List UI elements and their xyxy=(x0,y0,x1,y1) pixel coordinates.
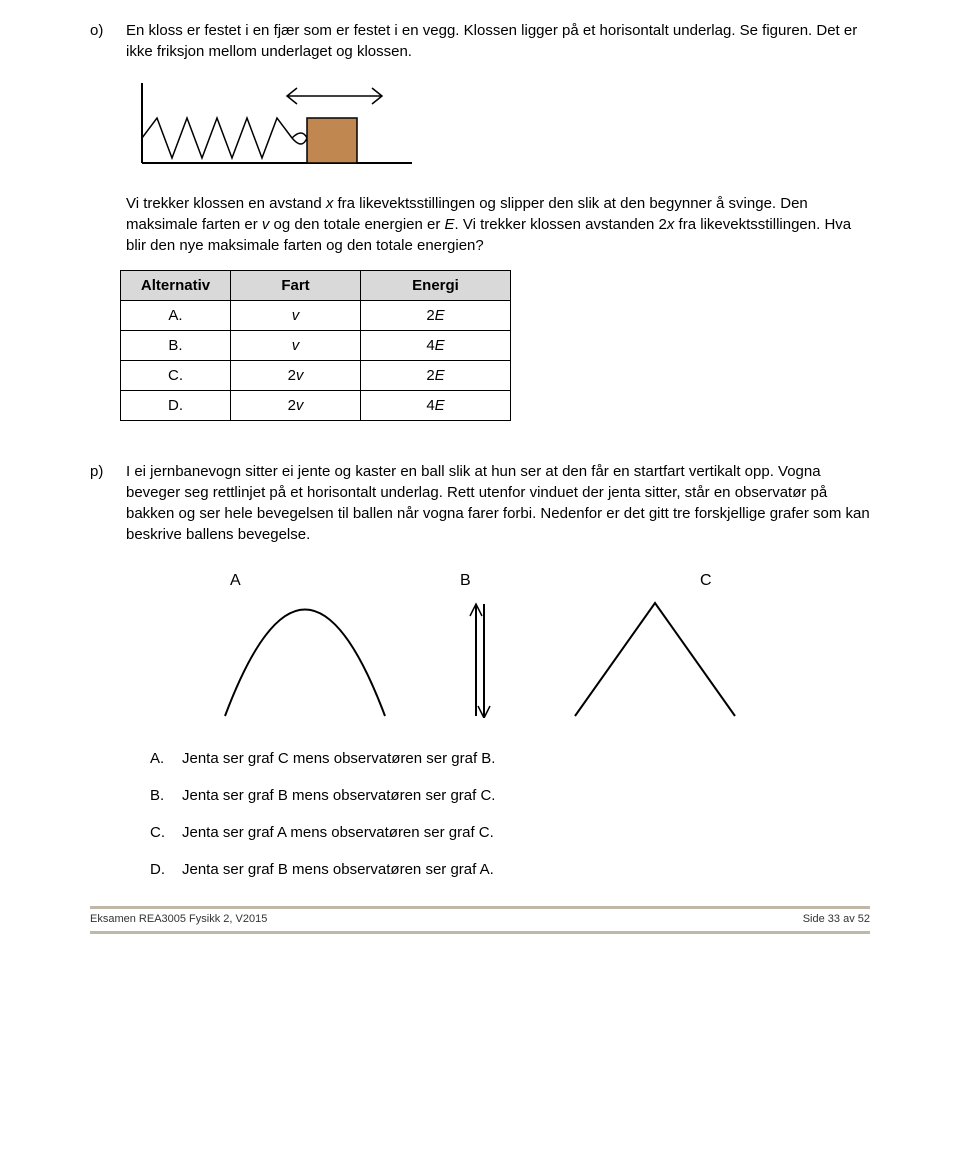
table-row: C. 2v 2E xyxy=(121,361,511,391)
question-o-marker: o) xyxy=(90,20,114,62)
table-header-alt: Alternativ xyxy=(121,271,231,301)
graph-a-parabola xyxy=(220,598,390,718)
graph-b-label: B xyxy=(460,570,471,592)
graph-c-label: C xyxy=(700,570,712,592)
table-row: D. 2v 4E xyxy=(121,391,511,421)
footer-left: Eksamen REA3005 Fysikk 2, V2015 xyxy=(90,912,267,927)
table-row: A. v 2E xyxy=(121,301,511,331)
option-a: A. Jenta ser graf C mens observatøren se… xyxy=(150,748,870,769)
question-p-text: I ei jernbanevogn sitter ei jente og kas… xyxy=(126,461,870,545)
table-header-fart: Fart xyxy=(231,271,361,301)
footer-right: Side 33 av 52 xyxy=(803,912,870,927)
table-header-energi: Energi xyxy=(361,271,511,301)
option-d: D. Jenta ser graf B mens observatøren se… xyxy=(150,859,870,880)
table-row: B. v 4E xyxy=(121,331,511,361)
option-c: C. Jenta ser graf A mens observatøren se… xyxy=(150,822,870,843)
graph-b-vertical xyxy=(450,598,510,718)
question-p-marker: p) xyxy=(90,461,114,545)
graph-c-triangle xyxy=(570,598,740,718)
option-b: B. Jenta ser graf B mens observatøren se… xyxy=(150,785,870,806)
question-o-text-2: Vi trekker klossen en avstand x fra like… xyxy=(126,193,870,256)
page-footer: Eksamen REA3005 Fysikk 2, V2015 Side 33 … xyxy=(90,906,870,933)
alternatives-table: Alternativ Fart Energi A. v 2E B. v 4E C… xyxy=(120,270,511,421)
question-o-text-1: En kloss er festet i en fjær som er fest… xyxy=(126,20,870,62)
spring-block-figure xyxy=(132,78,422,173)
graph-a-label: A xyxy=(230,570,241,592)
